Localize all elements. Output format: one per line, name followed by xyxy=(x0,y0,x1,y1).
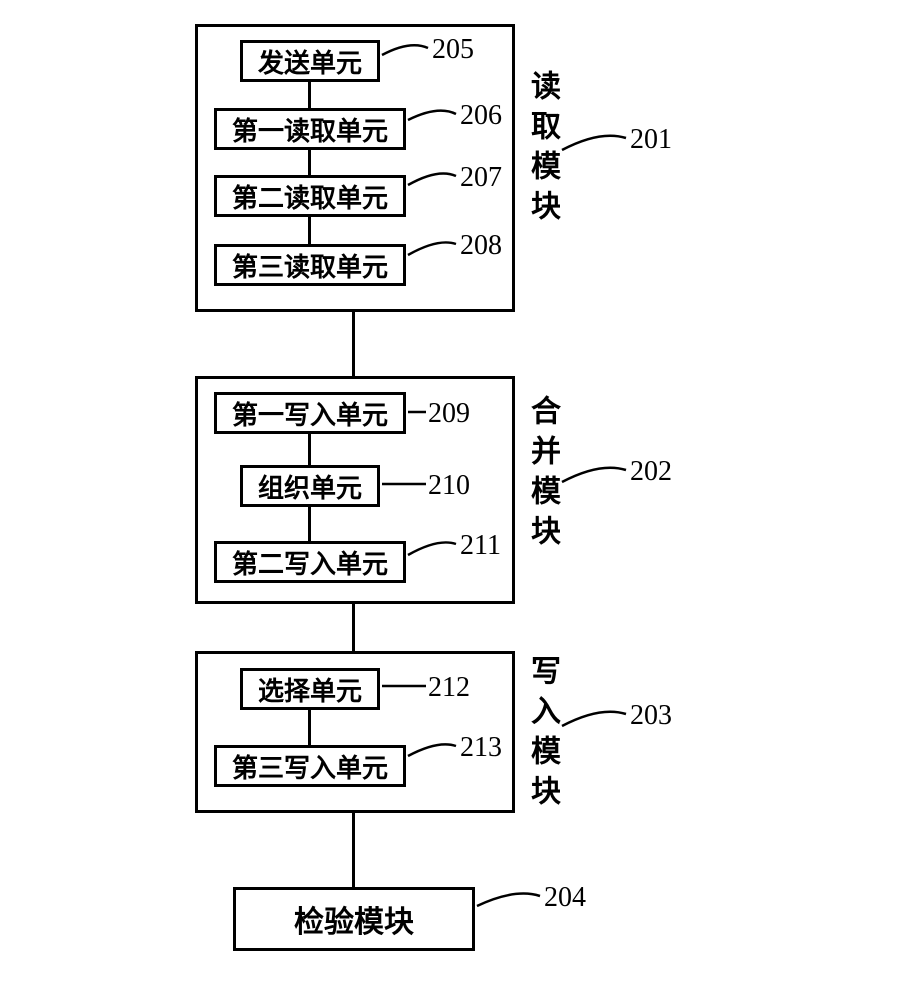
unit-213-label: 第三写入单元 xyxy=(232,748,388,785)
ref-202: 202 xyxy=(630,456,672,488)
diagram-canvas: 读取模块 发送单元 第一读取单元 第二读取单元 第三读取单元 合并模块 第一写入… xyxy=(0,0,901,1000)
module-203-label: 写入模块 xyxy=(520,655,564,815)
unit-205: 发送单元 xyxy=(240,40,380,82)
ref-206: 206 xyxy=(460,100,502,132)
module-204-label: 检验模块 xyxy=(294,897,414,941)
unit-209: 第一写入单元 xyxy=(214,392,406,434)
ref-208: 208 xyxy=(460,230,502,262)
connector-205-206 xyxy=(308,82,311,108)
module-201-label: 读取模块 xyxy=(520,70,564,230)
unit-211: 第二写入单元 xyxy=(214,541,406,583)
unit-208-label: 第三读取单元 xyxy=(232,247,388,284)
unit-210: 组织单元 xyxy=(240,465,380,507)
unit-207: 第二读取单元 xyxy=(214,175,406,217)
unit-206: 第一读取单元 xyxy=(214,108,406,150)
ref-204: 204 xyxy=(544,882,586,914)
connector-207-208 xyxy=(308,217,311,244)
ref-203: 203 xyxy=(630,700,672,732)
ref-213: 213 xyxy=(460,732,502,764)
unit-212-label: 选择单元 xyxy=(258,671,362,708)
ref-210: 210 xyxy=(428,470,470,502)
unit-212: 选择单元 xyxy=(240,668,380,710)
unit-205-label: 发送单元 xyxy=(258,43,362,80)
unit-208: 第三读取单元 xyxy=(214,244,406,286)
module-202-label: 合并模块 xyxy=(520,395,564,555)
connector-202-203 xyxy=(352,604,355,651)
unit-213: 第三写入单元 xyxy=(214,745,406,787)
connector-210-211 xyxy=(308,507,311,541)
connector-201-202 xyxy=(352,312,355,376)
ref-209: 209 xyxy=(428,398,470,430)
unit-209-label: 第一写入单元 xyxy=(232,395,388,432)
unit-210-label: 组织单元 xyxy=(258,468,362,505)
ref-211: 211 xyxy=(460,530,501,562)
connector-209-210 xyxy=(308,434,311,465)
connector-203-204 xyxy=(352,813,355,887)
unit-206-label: 第一读取单元 xyxy=(232,111,388,148)
ref-201: 201 xyxy=(630,124,672,156)
connector-206-207 xyxy=(308,150,311,175)
ref-205: 205 xyxy=(432,34,474,66)
ref-212: 212 xyxy=(428,672,470,704)
module-204-box: 检验模块 xyxy=(233,887,475,951)
connector-212-213 xyxy=(308,710,311,745)
unit-207-label: 第二读取单元 xyxy=(232,178,388,215)
unit-211-label: 第二写入单元 xyxy=(232,544,388,581)
ref-207: 207 xyxy=(460,162,502,194)
